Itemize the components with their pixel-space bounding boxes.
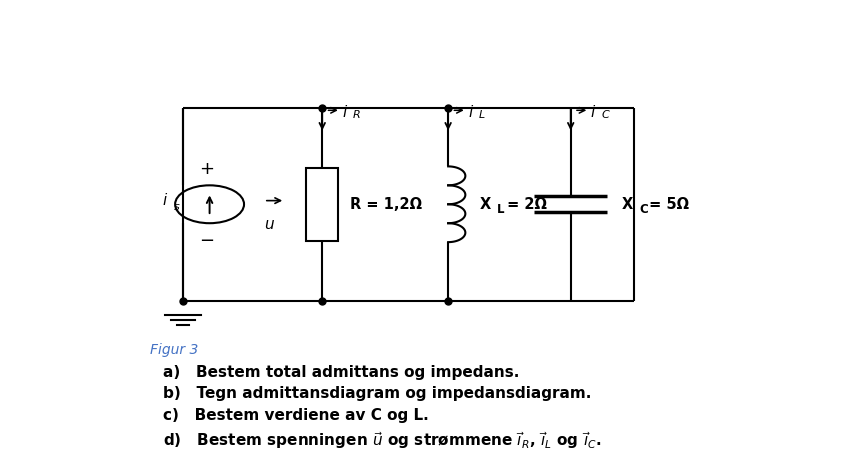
Text: u: u	[264, 217, 274, 232]
Text: i: i	[468, 105, 472, 120]
Text: i: i	[163, 193, 168, 208]
Text: i: i	[342, 105, 346, 120]
Text: −: −	[198, 232, 214, 250]
Text: X: X	[480, 197, 491, 212]
Text: b)   Tegn admittansdiagram og impedansdiagram.: b) Tegn admittansdiagram og impedansdiag…	[163, 386, 592, 402]
Text: X: X	[622, 197, 633, 212]
Text: = 5Ω: = 5Ω	[645, 197, 689, 212]
Text: a)   Bestem total admittans og impedans.: a) Bestem total admittans og impedans.	[163, 365, 520, 379]
Text: C: C	[601, 110, 609, 120]
Text: i: i	[591, 105, 595, 120]
Text: C: C	[639, 203, 648, 216]
Text: = 2Ω: = 2Ω	[503, 197, 547, 212]
Text: s: s	[174, 202, 180, 212]
Text: R = 1,2Ω: R = 1,2Ω	[350, 197, 422, 212]
Text: R: R	[353, 110, 361, 120]
Text: Figur 3: Figur 3	[150, 342, 198, 357]
Text: +: +	[198, 160, 214, 178]
Bar	[306, 168, 338, 241]
Text: d)   Bestem spenningen $\vec{u}$ og strømmene $\vec{\imath}_R$, $\vec{\imath}_L$: d) Bestem spenningen $\vec{u}$ og strømm…	[163, 430, 602, 451]
Text: L: L	[497, 203, 504, 216]
Text: c)   Bestem verdiene av C og L.: c) Bestem verdiene av C og L.	[163, 408, 429, 423]
Text: L: L	[479, 110, 485, 120]
